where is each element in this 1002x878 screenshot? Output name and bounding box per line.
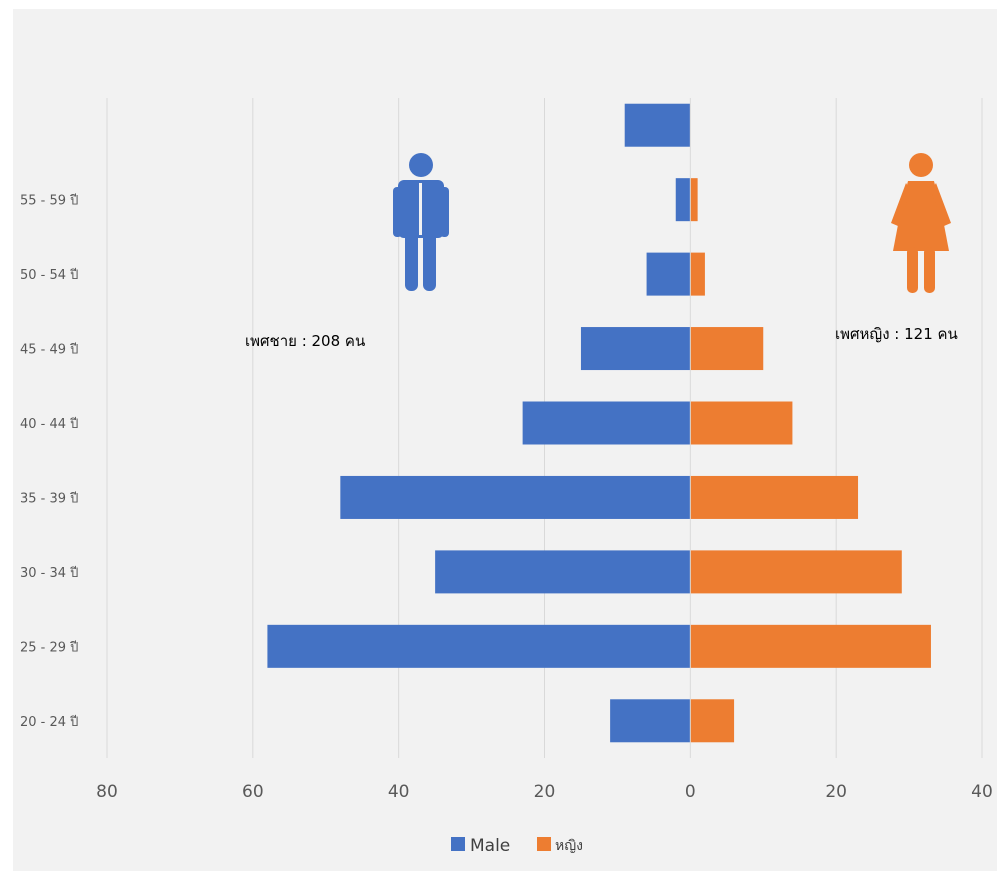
- female-total-annotation: เพศหญิง : 121 คน: [835, 325, 958, 343]
- category-label: 30 - 34 ปี: [20, 565, 78, 581]
- category-label: 55 - 59 ปี: [20, 193, 78, 209]
- population-pyramid-chart: 55 - 59 ปี 50 - 54 ปี 45 - 49 ปี 40 - 44 ปี…: [20, 98, 993, 856]
- man-icon: [393, 153, 449, 291]
- bar-female-8: [690, 699, 735, 743]
- bar-female-1: [690, 178, 698, 222]
- category-label: 20 - 24 ปี: [20, 714, 78, 730]
- bar-male-6: [435, 550, 691, 594]
- bar-female-7: [690, 624, 931, 668]
- category-label: 35 - 39 ปี: [20, 490, 78, 506]
- bar-female-4: [690, 401, 793, 445]
- category-label: 40 - 44 ปี: [20, 416, 78, 432]
- x-tick-label: 0: [685, 782, 696, 802]
- x-tick-label: 40: [971, 782, 993, 802]
- category-label: 45 - 49 ปี: [20, 342, 78, 358]
- bar-female-3: [690, 327, 764, 371]
- category-label: 50 - 54 ปี: [20, 267, 78, 283]
- bar-male-1: [675, 178, 691, 222]
- woman-icon: [891, 153, 951, 293]
- bar-female-2: [690, 252, 705, 296]
- x-tick-label: 60: [242, 782, 264, 802]
- x-tick-label: 20: [534, 782, 556, 802]
- male-total-annotation: เพศชาย : 208 คน: [245, 332, 365, 350]
- legend-swatch-female: [537, 837, 551, 851]
- bar-female-5: [690, 475, 859, 519]
- x-tick-label: 20: [825, 782, 847, 802]
- bar-female-6: [690, 550, 902, 594]
- bar-male-7: [267, 624, 691, 668]
- bar-male-8: [610, 699, 691, 743]
- chart-area: 55 - 59 ปี 50 - 54 ปี 45 - 49 ปี 40 - 44 ปี…: [13, 9, 997, 871]
- bar-male-0: [624, 103, 691, 147]
- bar-male-5: [340, 475, 691, 519]
- legend-label-female: หญิง: [555, 838, 583, 854]
- bar-male-3: [580, 327, 691, 371]
- x-tick-label: 80: [96, 782, 118, 802]
- legend: Male หญิง: [451, 836, 583, 856]
- category-label: 25 - 29 ปี: [20, 639, 78, 655]
- bar-male-4: [522, 401, 691, 445]
- legend-swatch-male: [451, 837, 465, 851]
- bar-male-2: [646, 252, 691, 296]
- x-tick-label: 40: [388, 782, 410, 802]
- legend-label-male: Male: [470, 836, 510, 856]
